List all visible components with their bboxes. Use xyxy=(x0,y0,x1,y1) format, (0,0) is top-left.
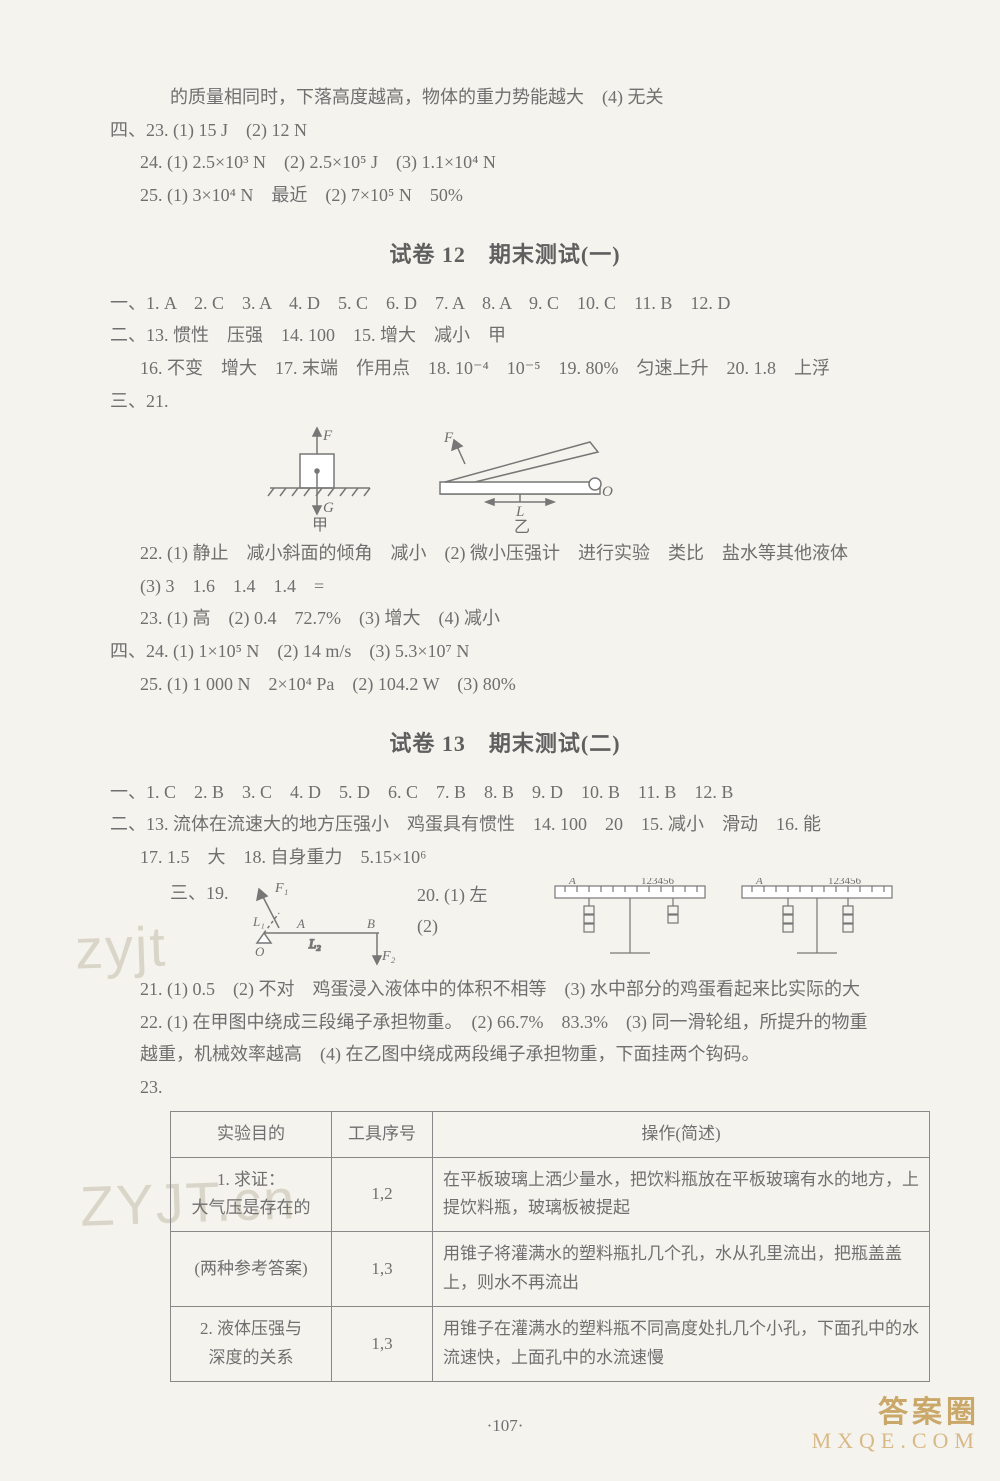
table-row: 1. 求证： 大气压是存在的 1,2 在平板玻璃上洒少量水，把饮料瓶放在平板玻璃… xyxy=(171,1157,930,1232)
label-yi: 乙 xyxy=(514,519,530,534)
intro-q23: 23. (1) 15 J (2) 12 N xyxy=(146,120,307,140)
diagram-jia: F G 甲 xyxy=(260,424,380,534)
test13-diagrams: 三、19. L₂ F₁ L₁ O A B F₂ xyxy=(110,878,900,968)
test12-title: 试卷 12 期末测试(一) xyxy=(110,236,900,273)
corner-line2: MXQE.COM xyxy=(812,1429,980,1453)
test13-sec1: 一、1. C 2. B 3. C 4. D 5. D 6. C 7. B 8. … xyxy=(110,777,900,808)
label-A: A xyxy=(296,916,305,931)
intro-q25: 25. (1) 3×10⁴ N 最近 (2) 7×10⁵ N 50% xyxy=(110,180,900,211)
intro-q24: 24. (1) 2.5×10³ N (2) 2.5×10⁵ J (3) 1.1×… xyxy=(110,147,900,178)
test12-q24: 24. (1) 1×10⁵ N (2) 14 m/s (3) 5.3×10⁷ N xyxy=(146,641,469,661)
test12-q22a: 22. (1) 静止 减小斜面的倾角 减小 (2) 微小压强计 进行实验 类比 … xyxy=(110,538,900,569)
label-jia: 甲 xyxy=(312,517,328,534)
cell-2-3: 用锥子将灌满水的塑料瓶扎几个孔，水从孔里流出，把瓶盖盖上，则水不再流出 xyxy=(433,1232,930,1307)
cell-3-3: 用锥子在灌满水的塑料瓶不同高度处扎几个小孔，下面孔中的水流速快，上面孔中的水流速… xyxy=(433,1307,930,1382)
test12-q22b: (3) 3 1.6 1.4 1.4 = xyxy=(110,571,900,602)
cell-2-1: (两种参考答案) xyxy=(171,1232,332,1307)
test13-q23-label: 23. xyxy=(110,1072,900,1103)
cell-1-3: 在平板玻璃上洒少量水，把饮料瓶放在平板玻璃有水的地方，上提饮料瓶，玻璃板被提起 xyxy=(433,1157,930,1232)
sec4-label-12: 四、 xyxy=(110,641,146,661)
test13-sec2b: 17. 1.5 大 18. 自身重力 5.15×10⁶ xyxy=(110,842,900,873)
cell-1-1: 1. 求证： 大气压是存在的 xyxy=(171,1157,332,1232)
label-G: G xyxy=(323,500,334,516)
label-L1: L₁ xyxy=(252,914,265,929)
test12-diagrams: F G 甲 F L xyxy=(110,424,900,534)
label-O-13: O xyxy=(255,944,265,959)
table-header-row: 实验目的 工具序号 操作(简述) xyxy=(171,1111,930,1157)
th-purpose: 实验目的 xyxy=(171,1111,332,1157)
label-F: F xyxy=(322,428,333,444)
label-L: L xyxy=(515,504,524,520)
intro-sec4: 四、23. (1) 15 J (2) 12 N xyxy=(110,115,900,146)
diagram-balance-1: A 123456 xyxy=(545,878,713,968)
label-F2-13: F₂ xyxy=(381,949,396,964)
label-O: O xyxy=(602,484,613,500)
intro-line1: 的质量相同时，下落高度越高，物体的重力势能越大 (4) 无关 xyxy=(110,82,900,113)
svg-text:L₂: L₂ xyxy=(308,936,321,951)
test12-sec2b: 16. 不变 增大 17. 末端 作用点 18. 10⁻⁴ 10⁻⁵ 19. 8… xyxy=(110,353,900,384)
label-A-bal2: A xyxy=(755,878,763,887)
test13-q22b: 越重，机械效率越高 (4) 在乙图中绕成两段绳子承担物重，下面挂两个钩码。 xyxy=(110,1039,900,1070)
label-B-13: B xyxy=(367,916,375,931)
th-tool: 工具序号 xyxy=(332,1111,433,1157)
test13-title: 试卷 13 期末测试(二) xyxy=(110,725,900,762)
sec4-label: 四、 xyxy=(110,120,146,140)
test12-sec1: 一、1. A 2. C 3. A 4. D 5. C 6. D 7. A 8. … xyxy=(110,288,900,319)
diagram-yi: F L O 乙 xyxy=(420,424,620,534)
sec3-label-13: 三、19. xyxy=(170,878,229,909)
table-row: 2. 液体压强与 深度的关系 1,3 用锥子在灌满水的塑料瓶不同高度处扎几个小孔… xyxy=(171,1307,930,1382)
experiment-table: 实验目的 工具序号 操作(简述) 1. 求证： 大气压是存在的 1,2 在平板玻… xyxy=(170,1111,930,1382)
th-op: 操作(简述) xyxy=(433,1111,930,1157)
cell-3-1: 2. 液体压强与 深度的关系 xyxy=(171,1307,332,1382)
test12-sec2a: 二、13. 惯性 压强 14. 100 15. 增大 减小 甲 xyxy=(110,320,900,351)
label-F1: F₁ xyxy=(274,881,288,896)
page-number: ·107· xyxy=(110,1412,900,1441)
test13-sec2a: 二、13. 流体在流速大的地方压强小 鸡蛋具有惯性 14. 100 20 15.… xyxy=(110,809,900,840)
label-A-bal1: A xyxy=(568,878,576,887)
cell-2-2: 1,3 xyxy=(332,1232,433,1307)
table-row: (两种参考答案) 1,3 用锥子将灌满水的塑料瓶扎几个孔，水从孔里流出，把瓶盖盖… xyxy=(171,1232,930,1307)
cell-1-2: 1,2 xyxy=(332,1157,433,1232)
test12-q23: 23. (1) 高 (2) 0.4 72.7% (3) 增大 (4) 减小 xyxy=(110,603,900,634)
cell-3-2: 1,3 xyxy=(332,1307,433,1382)
label-F2: F xyxy=(443,430,454,446)
q20-label: 20. (1) 左 (2) xyxy=(417,878,525,941)
test12-sec4: 四、24. (1) 1×10⁵ N (2) 14 m/s (3) 5.3×10⁷… xyxy=(110,636,900,667)
test12-q25: 25. (1) 1 000 N 2×10⁴ Pa (2) 104.2 W (3)… xyxy=(110,669,900,700)
label-ruler1: 123456 xyxy=(641,878,675,887)
corner-watermark: 答案圈 MXQE.COM xyxy=(812,1396,980,1453)
diagram-lever: L₂ F₁ L₁ O A B F₂ xyxy=(249,878,397,968)
corner-line1: 答案圈 xyxy=(812,1396,980,1429)
test13-q21: 21. (1) 0.5 (2) 不对 鸡蛋浸入液体中的体积不相等 (3) 水中部… xyxy=(110,974,900,1005)
test13-q22a: 22. (1) 在甲图中绕成三段绳子承担物重。 (2) 66.7% 83.3% … xyxy=(110,1007,900,1038)
page-content: 的质量相同时，下落高度越高，物体的重力势能越大 (4) 无关 四、23. (1)… xyxy=(0,0,1000,1481)
label-ruler2: 123456 xyxy=(828,878,862,887)
test12-sec3-label: 三、21. xyxy=(110,386,900,417)
diagram-balance-2: A 123456 xyxy=(732,878,900,968)
